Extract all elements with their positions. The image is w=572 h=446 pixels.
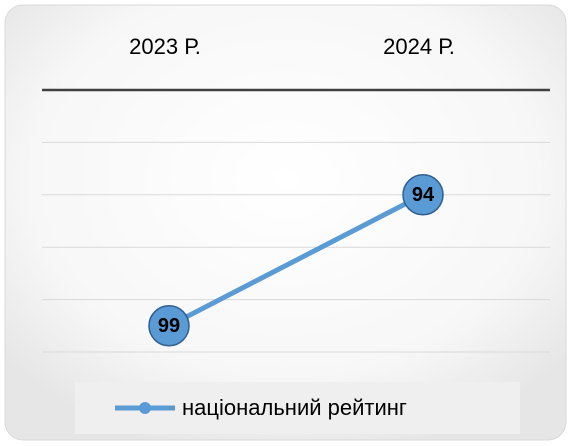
x-tick-label: 2023 Р. — [129, 34, 201, 59]
data-label: 99 — [158, 315, 180, 337]
data-point — [148, 305, 190, 347]
legend-marker — [139, 402, 151, 414]
chart-background — [4, 4, 567, 441]
series-line — [166, 192, 426, 329]
legend-label: національний рейтинг — [182, 395, 407, 420]
data-point — [402, 174, 444, 216]
x-tick-label: 2024 Р. — [383, 34, 455, 59]
data-label: 94 — [412, 184, 435, 206]
